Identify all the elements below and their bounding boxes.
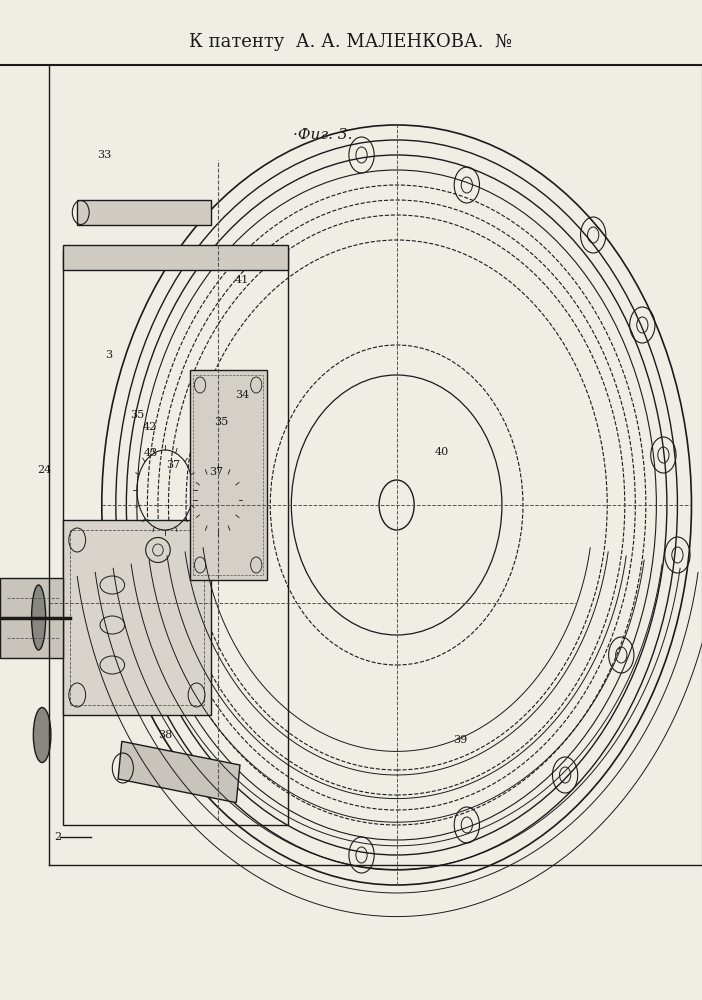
Text: 37: 37 [209, 467, 223, 477]
Text: 33: 33 [97, 150, 111, 160]
Text: ·Фиг. 3.: ·Фиг. 3. [293, 128, 352, 142]
Bar [70, 530, 204, 705]
Bar [63, 250, 288, 825]
Text: К патенту  А. А. МАЛЕНКОВА.  №: К патенту А. А. МАЛЕНКОВА. № [190, 33, 512, 51]
Text: 35: 35 [130, 410, 144, 420]
Text: 39: 39 [453, 735, 467, 745]
Bar [190, 370, 267, 580]
Text: 2: 2 [54, 832, 61, 842]
Bar [63, 520, 211, 715]
Text: 43: 43 [144, 448, 158, 458]
Bar [63, 245, 288, 270]
Bar [193, 375, 263, 575]
Text: 35: 35 [214, 417, 228, 427]
Text: 40: 40 [435, 447, 449, 457]
Text: 41: 41 [235, 275, 249, 285]
Text: 34: 34 [235, 390, 249, 400]
Bar [0, 578, 63, 658]
Text: 3: 3 [105, 350, 112, 360]
Text: 38: 38 [158, 730, 172, 740]
Polygon shape [118, 741, 240, 803]
Text: 24: 24 [37, 465, 51, 475]
Ellipse shape [33, 708, 51, 763]
Bar [77, 200, 211, 225]
Text: 37: 37 [166, 460, 180, 470]
Text: 42: 42 [143, 422, 157, 432]
Ellipse shape [32, 585, 46, 650]
